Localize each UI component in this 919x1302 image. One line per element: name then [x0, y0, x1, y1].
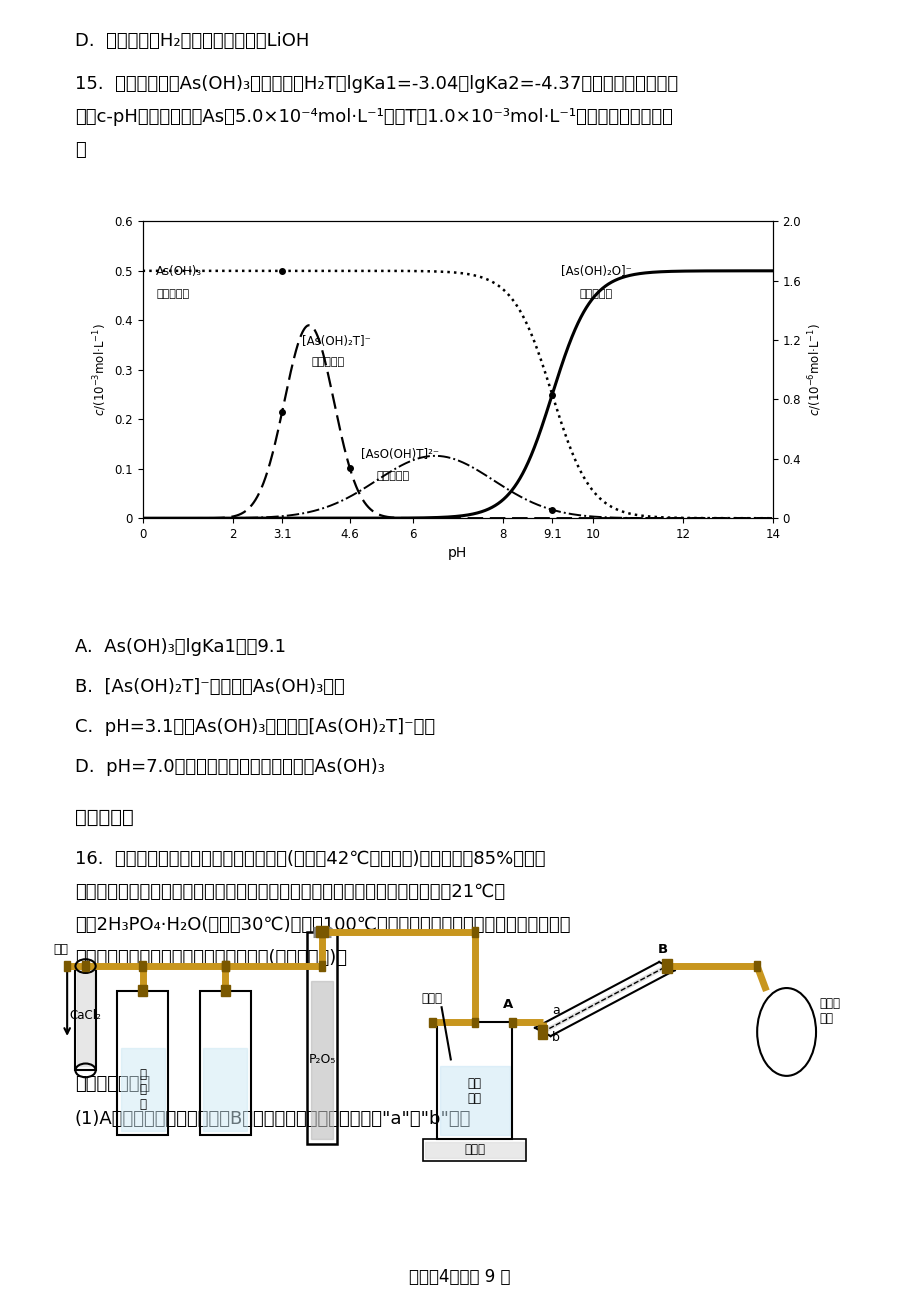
Text: 接真空
系统: 接真空 系统 [819, 997, 840, 1026]
Text: （左坐标）: （左坐标） [156, 289, 189, 299]
Text: CaCl₂: CaCl₂ [70, 1009, 101, 1022]
Bar [539, 1027, 546, 1036]
Bar [425, 1142, 524, 1159]
Text: 回答下列问题：: 回答下列问题： [75, 1075, 150, 1092]
Text: （右坐标）: （右坐标） [376, 471, 409, 482]
Bar [83, 961, 88, 971]
Bar [471, 1018, 478, 1027]
Text: 液减压蒸馏除水、结晶除杂得到，纯化过程需要严格控制温度和水分，温度低于21℃易: 液减压蒸馏除水、结晶除杂得到，纯化过程需要严格控制温度和水分，温度低于21℃易 [75, 883, 505, 901]
Bar [64, 961, 71, 971]
Text: 种的c-pH图（浓度：总As为5.0×10⁻⁴mol·L⁻¹，总T为1.0×10⁻³mol·L⁻¹）。下列说法错误的: 种的c-pH图（浓度：总As为5.0×10⁻⁴mol·L⁻¹，总T为1.0×10… [75, 108, 672, 126]
Text: A.  As(OH)₃的lgKa1为－9.1: A. As(OH)₃的lgKa1为－9.1 [75, 638, 286, 656]
Text: 15.  下图是亚砷酸As(OH)₃和酒石酸（H₂T，lgKa1=-3.04，lgKa2=-4.37）混合体系中部分物: 15. 下图是亚砷酸As(OH)₃和酒石酸（H₂T，lgKa1=-3.04，lg… [75, 76, 677, 92]
Bar [319, 927, 325, 936]
Text: 空气: 空气 [53, 944, 68, 957]
X-axis label: pH: pH [448, 547, 467, 560]
Text: D.  电解产生的H₂中的氢元素来自于LiOH: D. 电解产生的H₂中的氢元素来自于LiOH [75, 33, 309, 49]
Bar [311, 982, 333, 1139]
Bar [471, 927, 478, 936]
Bar [307, 932, 336, 1144]
Bar [77, 970, 94, 1066]
Bar [315, 926, 328, 937]
Text: As(OH)₃: As(OH)₃ [156, 266, 202, 279]
Bar [538, 1025, 547, 1039]
Text: a: a [551, 1004, 559, 1017]
Text: 二、实验题: 二、实验题 [75, 809, 133, 827]
Text: B: B [656, 943, 667, 956]
Bar [664, 961, 670, 971]
Text: [As(OH)₂T]⁻: [As(OH)₂T]⁻ [302, 335, 371, 348]
Text: 形成2H₃PO₄·H₂O(熔点为30℃)，高于100℃则发生分子间脱水生成焦磷酸等。某兴趣: 形成2H₃PO₄·H₂O(熔点为30℃)，高于100℃则发生分子间脱水生成焦磷酸… [75, 917, 570, 934]
Text: 磷酸
溶液: 磷酸 溶液 [467, 1077, 482, 1105]
Bar [662, 960, 671, 973]
Text: 电热板: 电热板 [464, 1143, 484, 1156]
Bar [138, 986, 147, 996]
Bar [199, 991, 251, 1135]
Bar [222, 961, 229, 971]
Bar [120, 1048, 165, 1130]
Text: D.  pH=7.0时，溶液中浓度最高的物种为As(OH)₃: D. pH=7.0时，溶液中浓度最高的物种为As(OH)₃ [75, 758, 384, 776]
Text: B.  [As(OH)₂T]⁻的酸性比As(OH)₃的强: B. [As(OH)₂T]⁻的酸性比As(OH)₃的强 [75, 678, 345, 697]
Bar [75, 966, 96, 1070]
Bar [509, 1018, 516, 1027]
Text: 浓
硫
酸: 浓 硫 酸 [139, 1068, 146, 1111]
Y-axis label: $c$/(10$^{-6}$mol·L$^{-1}$): $c$/(10$^{-6}$mol·L$^{-1}$) [806, 323, 823, 417]
Text: [AsO(OH)T]²⁻: [AsO(OH)T]²⁻ [360, 448, 438, 461]
Bar [423, 1139, 526, 1161]
Text: （左坐标）: （左坐标） [579, 289, 612, 299]
Y-axis label: $c$/(10$^{-3}$mol·L$^{-1}$): $c$/(10$^{-3}$mol·L$^{-1}$) [91, 323, 108, 417]
Bar [437, 1022, 512, 1139]
Text: 16.  高技术领域常使用高纯试剂。纯磷酸(熔点为42℃，易吸潮)可通过市售85%磷酸溶: 16. 高技术领域常使用高纯试剂。纯磷酸(熔点为42℃，易吸潮)可通过市售85%… [75, 850, 545, 868]
Text: P₂O₅: P₂O₅ [308, 1053, 335, 1066]
Bar [222, 961, 229, 971]
Text: 小组为制备磷酸晶体设计的实验装置如下(夹持装置略)：: 小组为制备磷酸晶体设计的实验装置如下(夹持装置略)： [75, 949, 346, 967]
Bar [221, 986, 230, 996]
Bar [439, 1066, 509, 1135]
Bar [140, 961, 146, 971]
Text: C.  pH=3.1时，As(OH)₃的浓度比[As(OH)₂T]⁻的高: C. pH=3.1时，As(OH)₃的浓度比[As(OH)₂T]⁻的高 [75, 717, 435, 736]
Text: 试卷第4页，共 9 页: 试卷第4页，共 9 页 [409, 1268, 510, 1286]
Text: (1)A的名称是＿＿＿＿＿＿。B的进水口为＿＿＿＿＿＿（填"a"或"b"）。: (1)A的名称是＿＿＿＿＿＿。B的进水口为＿＿＿＿＿＿（填"a"或"b"）。 [75, 1111, 471, 1128]
Text: 是: 是 [75, 141, 85, 159]
Text: [As(OH)₂O]⁻: [As(OH)₂O]⁻ [561, 266, 631, 279]
Bar [319, 961, 325, 971]
Bar [428, 1018, 436, 1027]
Bar [203, 1048, 247, 1130]
Text: b: b [551, 1031, 559, 1044]
Text: A: A [502, 999, 513, 1012]
Bar [754, 961, 760, 971]
Bar [117, 991, 168, 1135]
Text: 毛细管: 毛细管 [422, 992, 442, 1005]
Text: （右坐标）: （右坐标） [311, 357, 344, 367]
